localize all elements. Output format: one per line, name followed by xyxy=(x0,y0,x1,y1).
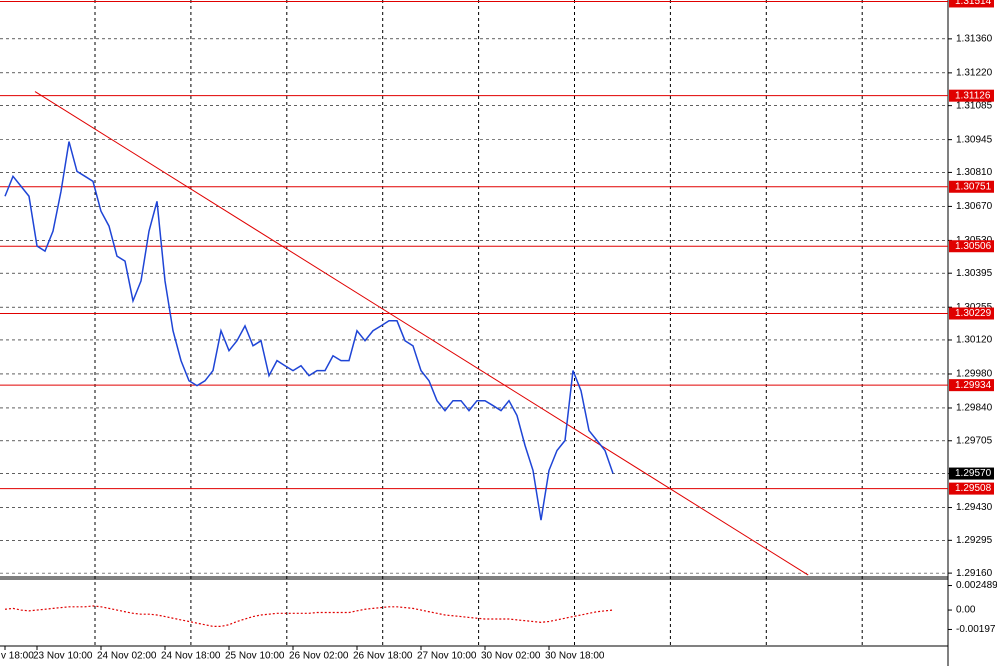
y-tick-label: 1.30395 xyxy=(956,268,993,279)
level-label-box xyxy=(949,482,994,495)
x-tick-label: 25 Nov 10:00 xyxy=(225,651,285,662)
y-tick-label: 1.29840 xyxy=(956,403,993,414)
y-tick-label: 0.002489 xyxy=(956,580,997,591)
y-tick-label: 1.30255 xyxy=(956,302,993,313)
y-tick-label: 1.31360 xyxy=(956,33,993,44)
y-tick-label: 1.31220 xyxy=(956,67,993,78)
x-tick-label: 24 Nov 02:00 xyxy=(97,651,157,662)
level-label: 1.31126 xyxy=(955,90,991,101)
current-price-label: 1.29570 xyxy=(955,468,992,479)
level-label-box xyxy=(949,89,994,102)
x-tick-label: 30 Nov 02:00 xyxy=(481,651,541,662)
x-tick-label: 26 Nov 02:00 xyxy=(289,651,349,662)
y-tick-label: 0.00 xyxy=(956,605,976,616)
y-tick-label: 1.30120 xyxy=(956,335,993,346)
x-tick-label: 30 Nov 18:00 xyxy=(545,651,605,662)
level-label: 1.30506 xyxy=(955,241,992,252)
level-label-box xyxy=(949,180,994,193)
y-tick-label: 1.29160 xyxy=(956,568,993,579)
y-tick-label: 1.29295 xyxy=(956,535,993,546)
current-price-box xyxy=(949,467,994,480)
x-tick-label: 23 Nov 10:00 xyxy=(33,651,93,662)
level-label: 1.30751 xyxy=(955,181,992,192)
y-tick-label: 1.29705 xyxy=(956,435,993,446)
level-label-box xyxy=(949,379,994,392)
level-label-box xyxy=(949,307,994,320)
level-label-box xyxy=(949,0,994,8)
level-label: 1.29934 xyxy=(955,380,992,391)
y-tick-label: 1.31085 xyxy=(956,100,993,111)
level-label-box xyxy=(949,240,994,253)
y-tick-label: -0.00197 xyxy=(956,624,996,635)
price-line xyxy=(4,605,614,628)
x-tick-label: 27 Nov 10:00 xyxy=(417,651,477,662)
x-tick-label: v 18:00 xyxy=(1,651,34,662)
x-tick-label: 24 Nov 18:00 xyxy=(161,651,221,662)
y-tick-label: 1.30670 xyxy=(956,201,993,212)
y-tick-label: 1.30945 xyxy=(956,134,993,145)
y-tick-label: 1.29980 xyxy=(956,369,993,380)
level-label: 1.29508 xyxy=(955,483,992,494)
level-label: 1.30229 xyxy=(955,308,992,319)
level-label: 1.31514 xyxy=(955,0,992,7)
trend-line xyxy=(34,91,809,576)
y-tick-label: 1.30810 xyxy=(956,167,993,178)
price-line xyxy=(4,141,614,521)
x-tick-label: 26 Nov 18:00 xyxy=(353,651,413,662)
y-tick-label: 1.29430 xyxy=(956,502,993,513)
